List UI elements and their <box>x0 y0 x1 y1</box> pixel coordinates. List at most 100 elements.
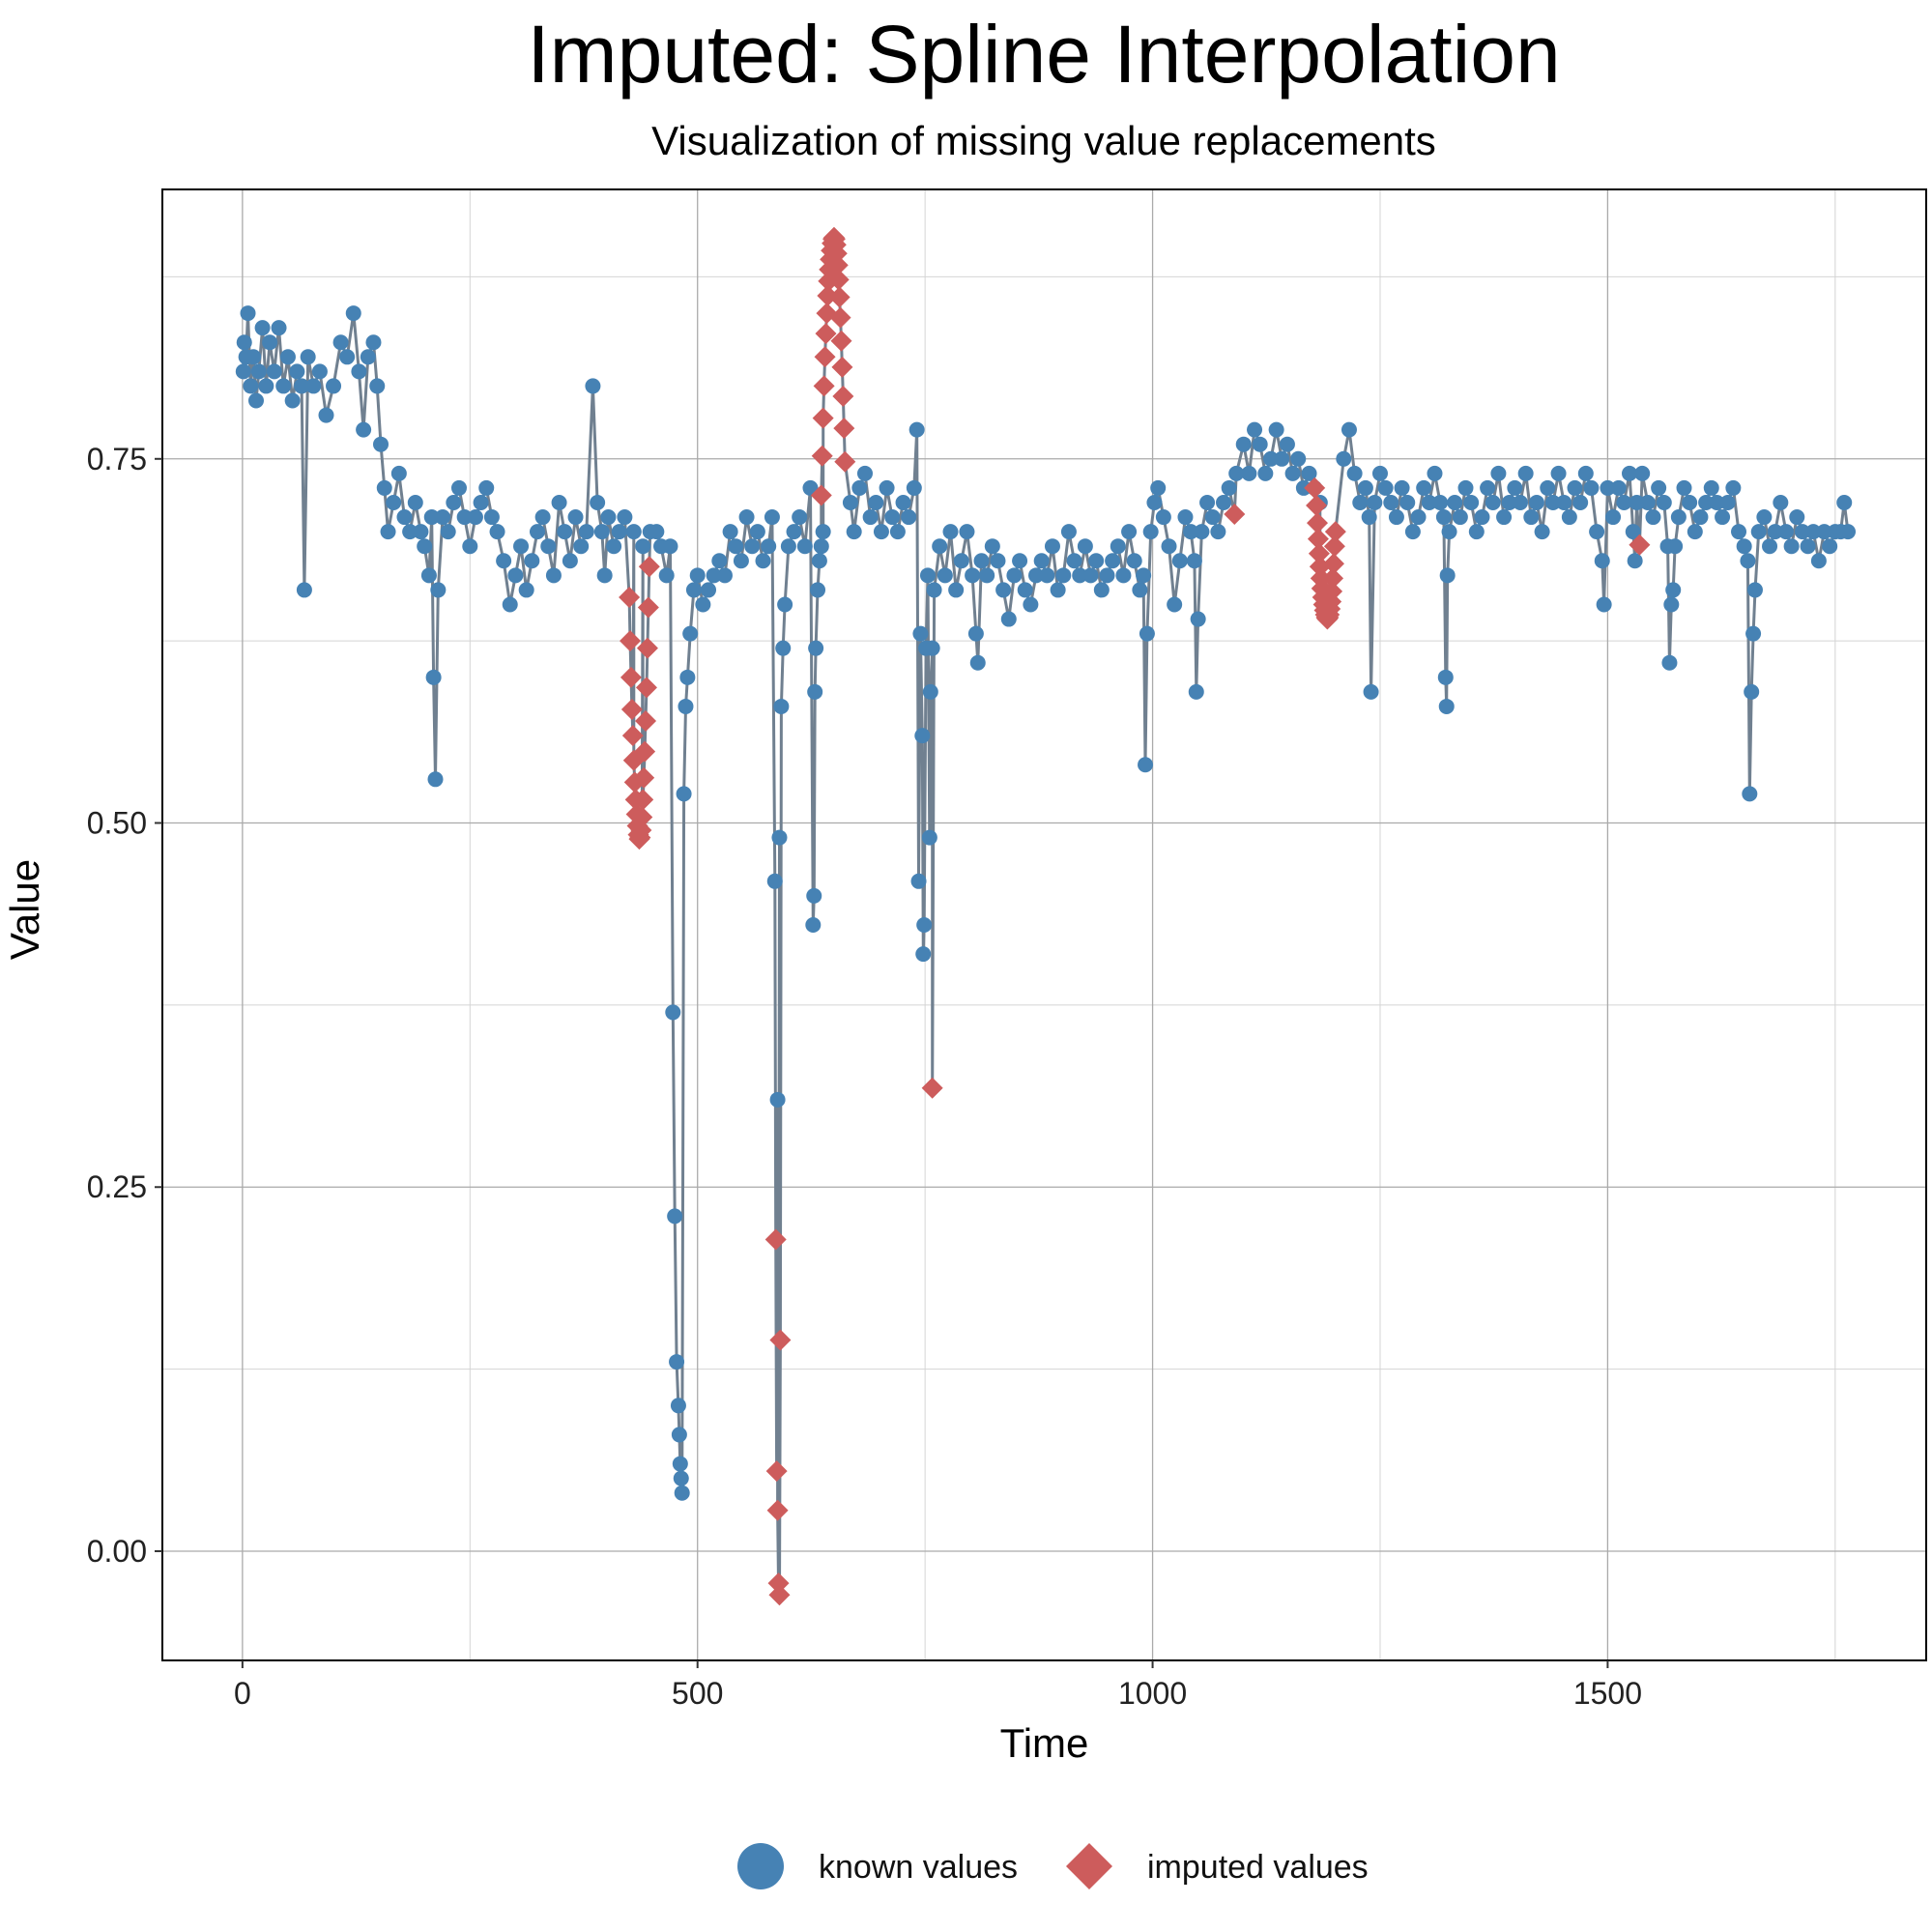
known-value-point <box>1731 524 1747 540</box>
imputed-value-point <box>766 1499 789 1521</box>
known-value-point <box>1352 494 1369 510</box>
known-value-point <box>1596 596 1612 613</box>
imputed-value-point <box>636 637 658 659</box>
imputed-value-point <box>1321 580 1343 602</box>
known-value-point <box>672 1456 688 1472</box>
known-value-point <box>635 538 651 555</box>
known-value-point <box>1622 465 1638 481</box>
known-value-point <box>662 538 678 555</box>
known-value-point <box>518 582 534 598</box>
known-value-point <box>906 479 922 496</box>
known-value-point <box>596 567 613 584</box>
known-value-point <box>590 494 606 510</box>
known-value-point <box>326 378 342 394</box>
known-value-point <box>1777 524 1794 540</box>
known-value-point <box>1136 567 1152 584</box>
known-value-point <box>1715 509 1731 526</box>
known-value-point <box>585 378 601 394</box>
imputed-value-point <box>620 666 642 688</box>
known-value-point <box>356 421 372 438</box>
known-value-point <box>1836 494 1853 510</box>
known-value-point <box>1268 421 1284 438</box>
known-value-point <box>792 509 808 526</box>
imputed-value-point <box>826 254 849 276</box>
imputed-value-point <box>1224 504 1246 526</box>
known-value-point <box>1077 538 1093 555</box>
known-value-point <box>914 728 931 744</box>
known-value-point <box>889 524 906 540</box>
known-value-point <box>667 1208 683 1225</box>
known-value-point <box>1142 524 1159 540</box>
known-value-point <box>1800 538 1816 555</box>
known-value-point <box>1523 509 1540 526</box>
known-value-point <box>716 567 733 584</box>
known-value-point <box>380 524 396 540</box>
known-value-point <box>1284 465 1301 481</box>
known-value-point <box>446 494 462 510</box>
known-value-point <box>1528 494 1544 510</box>
known-value-point <box>396 509 413 526</box>
known-value-point <box>811 553 827 569</box>
known-value-point <box>593 524 610 540</box>
imputed-value-point <box>1308 542 1330 564</box>
known-value-point <box>423 509 440 526</box>
known-value-point <box>670 1398 686 1414</box>
plot-panel-border <box>161 188 1927 1661</box>
known-value-point <box>1346 465 1363 481</box>
imputed-value-point <box>1324 521 1346 543</box>
known-value-point <box>1012 553 1028 569</box>
known-value-point <box>305 378 322 394</box>
known-value-point <box>1468 524 1485 540</box>
known-value-point <box>600 509 617 526</box>
known-value-point <box>430 582 447 598</box>
known-value-point <box>1441 524 1457 540</box>
known-value-point <box>1437 669 1454 685</box>
known-value-point <box>678 698 694 714</box>
x-tick-label: 1500 <box>1573 1676 1642 1711</box>
known-value-point <box>258 378 274 394</box>
known-value-point <box>529 524 545 540</box>
known-value-point <box>275 378 292 394</box>
known-value-point <box>744 538 761 555</box>
known-value-point <box>1665 582 1682 598</box>
imputed-value-point <box>832 385 854 407</box>
known-value-point <box>332 334 349 351</box>
imputed-value-point <box>632 789 654 811</box>
imputed-value-point <box>635 677 657 699</box>
imputed-value-point <box>1323 535 1345 558</box>
imputed-value-point <box>813 375 835 397</box>
known-value-point <box>1556 494 1572 510</box>
known-value-point <box>649 524 665 540</box>
legend-known-marker <box>737 1843 784 1889</box>
known-value-point <box>1629 494 1645 510</box>
known-value-point <box>761 538 777 555</box>
known-value-point <box>473 494 489 510</box>
known-value-point <box>1583 479 1600 496</box>
known-value-point <box>1121 524 1138 540</box>
known-value-point <box>1663 596 1680 613</box>
known-value-point <box>435 509 451 526</box>
known-value-point <box>1447 494 1463 510</box>
known-value-point <box>1651 479 1667 496</box>
known-value-point <box>1789 509 1805 526</box>
known-value-point <box>1105 553 1121 569</box>
known-value-point <box>1139 625 1155 642</box>
imputed-value-point <box>812 407 834 429</box>
legend: known values imputed values <box>737 1843 1369 1889</box>
known-value-point <box>868 494 884 510</box>
known-value-point <box>1235 436 1252 452</box>
known-value-point <box>1383 494 1399 510</box>
imputed-value-point <box>1629 533 1651 556</box>
known-value-point <box>1247 421 1263 438</box>
known-value-point <box>806 887 822 904</box>
known-value-point <box>1006 567 1023 584</box>
imputed-value-point <box>811 445 833 467</box>
known-value-point <box>979 567 995 584</box>
known-value-point <box>318 407 334 423</box>
known-value-point <box>1367 494 1383 510</box>
known-value-point <box>1199 494 1216 510</box>
known-value-point <box>245 349 262 365</box>
known-value-point <box>937 567 953 584</box>
known-value-point <box>365 334 382 351</box>
known-value-point <box>578 524 594 540</box>
